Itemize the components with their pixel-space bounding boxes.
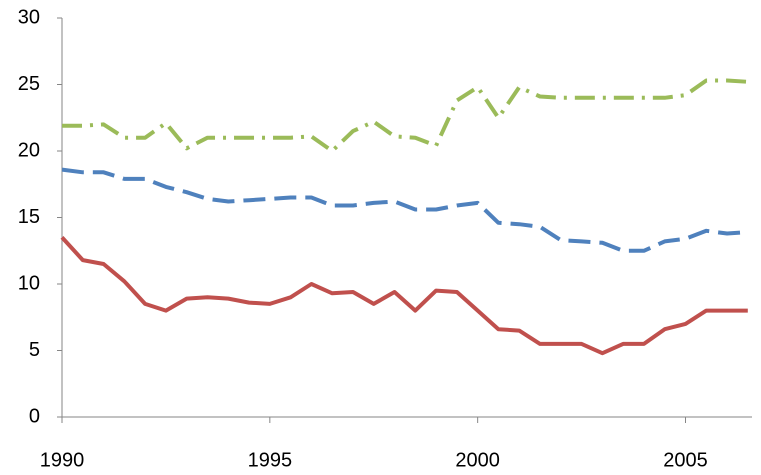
y-tick-label: 10: [18, 272, 40, 294]
x-tick-label: 2005: [663, 449, 708, 471]
line-series: [60, 236, 748, 356]
x-tick-label: 1990: [40, 449, 85, 471]
y-tick-label: 25: [18, 73, 40, 95]
line-series: [61, 167, 748, 253]
y-tick-label: 30: [18, 6, 40, 28]
line-series: [62, 78, 748, 153]
x-tick-label: 1995: [248, 449, 293, 471]
y-tick-label: 0: [29, 405, 40, 427]
y-tick-label: 15: [18, 206, 40, 228]
y-tick-label: 5: [29, 339, 40, 361]
x-tick-label: 2000: [455, 449, 500, 471]
y-tick-label: 20: [18, 139, 40, 161]
